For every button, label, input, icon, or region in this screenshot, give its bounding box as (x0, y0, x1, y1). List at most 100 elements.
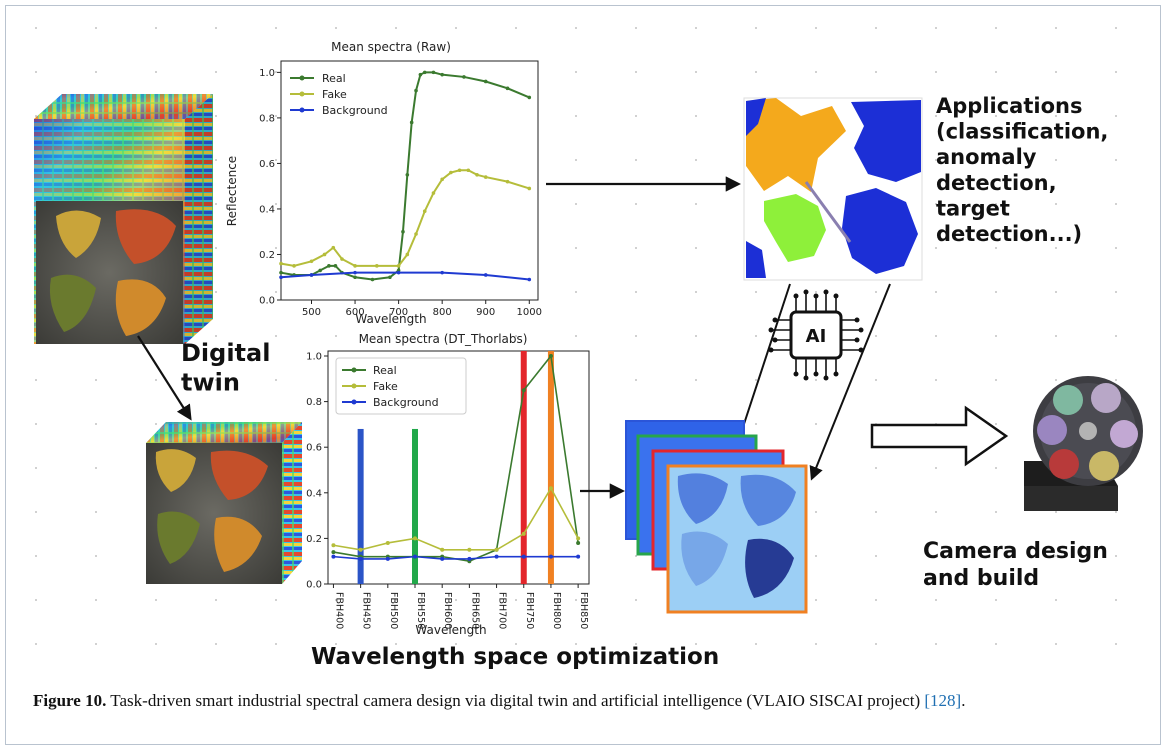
chart-dt-series-background (333, 555, 579, 560)
chart-dt-point (440, 547, 445, 552)
classification-map (743, 97, 923, 281)
chart-dt-point (576, 536, 581, 541)
chart-raw-xlabel: Wavelength (355, 312, 426, 326)
chart-raw-point (483, 79, 488, 84)
chart-dt-point (576, 554, 581, 559)
chart-raw-point (405, 252, 410, 257)
digital-twin-label: Digital twin (181, 339, 270, 396)
chart-dt-point (548, 554, 553, 559)
chart-dt-xtick-label: FBH700 (497, 592, 508, 629)
chart-dt-point (413, 536, 417, 541)
chart-dt-point (494, 554, 499, 559)
chart-raw-point (414, 88, 418, 93)
chart-raw-ytick-label: 0.0 (259, 296, 275, 307)
leaf-region-orange (746, 98, 846, 192)
chart-raw-point (279, 275, 283, 280)
diagram-canvas: Mean spectra (Raw) Wavelength Reflectenc… (16, 16, 1146, 676)
chart-raw-point (396, 270, 401, 275)
chart-raw-ytick-label: 0.2 (259, 250, 275, 261)
camera-design-label: Camera design and build (923, 539, 1108, 591)
chart-dt-point (576, 540, 581, 545)
chart-dt-xlabel: Wavelength (415, 623, 486, 637)
chart-dt-ytick-label: 0.2 (306, 534, 322, 545)
leaf-region-blue (851, 100, 921, 182)
chart-dt-point (467, 556, 472, 561)
chart-dt-point (331, 554, 336, 559)
chart-raw-point (449, 170, 453, 175)
chart-raw-point (396, 264, 401, 268)
hyperspectral-cube-small (146, 422, 302, 584)
leaf-icon (49, 274, 96, 332)
chart-raw: Mean spectra (Raw) Wavelength Reflectenc… (225, 40, 542, 326)
applications-label: Applications (classification, anomaly detec… (936, 94, 1108, 246)
chart-dt-series-fake (333, 486, 579, 551)
chart-dt-title: Mean spectra (DT_Thorlabs) (359, 332, 528, 346)
chart-raw-point (279, 270, 283, 275)
filter-wheel-camera-icon (1024, 376, 1143, 511)
chart-raw-point (309, 273, 314, 277)
chart-raw-point (340, 257, 344, 261)
chart-dt-point (521, 554, 526, 559)
figure-caption: Figure 10. Task-driven smart industrial … (33, 689, 1143, 712)
chart-raw-legend-label: Fake (322, 88, 347, 101)
chart-dt-xtick-label: FBH400 (333, 592, 344, 629)
chart-dt-xtick-label: FBH750 (524, 592, 535, 629)
chart-raw-xtick-label: 800 (433, 307, 452, 318)
chart-raw-point (327, 264, 331, 268)
chart-dt-xtick-label: FBH650 (469, 592, 480, 629)
chart-dt-xtick-label: FBH800 (551, 592, 562, 629)
chart-raw-point (375, 264, 379, 268)
chart-raw-point (331, 245, 336, 250)
chart-raw-point (292, 264, 296, 268)
chart-raw-point (505, 86, 510, 91)
chart-raw-point (466, 168, 471, 173)
chart-raw-point (483, 175, 488, 179)
chart-dt-point (548, 354, 553, 358)
chart-raw-point (388, 275, 392, 280)
chart-raw-xtick-label: 1000 (517, 307, 542, 318)
chart-dt-xtick-label: FBH500 (388, 592, 399, 629)
chart-raw-xtick-label: 900 (476, 307, 495, 318)
chart-dt: Mean spectra (DT_Thorlabs) Wavelength FB… (306, 332, 590, 637)
chart-dt-ytick-label: 0.6 (306, 443, 322, 454)
chart-dt-point (358, 556, 363, 561)
chart-raw-xtick-label: 500 (302, 307, 321, 318)
chart-dt-point (385, 540, 390, 545)
chart-dt-point (331, 543, 336, 548)
chart-raw-point (440, 270, 444, 275)
chart-dt-ytick-label: 1.0 (306, 352, 322, 363)
chart-raw-point (353, 270, 357, 275)
applications-label-text: Applications (classification, anomaly detec… (936, 94, 1108, 246)
hyperspectral-cube-large (34, 94, 213, 344)
chart-dt-xtick-label: FBH550 (415, 592, 426, 629)
caption-label: Figure 10. (33, 691, 107, 710)
chart-dt-point (521, 531, 526, 536)
chart-dt-point (413, 554, 417, 559)
chart-raw-point (505, 179, 510, 184)
chart-raw-xtick-label: 700 (389, 307, 408, 318)
leaf-icon (115, 209, 176, 264)
chart-raw-ytick-label: 0.4 (259, 204, 275, 215)
chart-raw-point (414, 232, 418, 236)
chart-raw-legend-label: Background (322, 104, 388, 117)
chart-raw-point (527, 277, 532, 282)
chart-raw-frame (280, 60, 539, 301)
chart-dt-band-fbh450 (357, 428, 364, 584)
chart-raw-point (431, 70, 436, 75)
chart-raw-point (527, 186, 532, 191)
chart-raw-point (333, 264, 338, 268)
wavelength-optimization-label: Wavelength space optimization (311, 644, 719, 670)
chart-raw-ylabel: Reflectence (225, 156, 239, 226)
chart-raw-point (422, 70, 427, 75)
chart-raw-ytick-label: 0.8 (259, 113, 275, 124)
chart-dt-legend-label: Fake (373, 380, 398, 393)
chart-raw-point (318, 268, 323, 273)
caption-reference-link[interactable]: [128] (924, 691, 962, 710)
chart-raw-title: Mean spectra (Raw) (331, 40, 451, 54)
chart-raw-point (462, 75, 466, 79)
chart-raw-point (418, 72, 423, 77)
chart-dt-ytick-label: 0.4 (306, 488, 322, 499)
chart-raw-point (527, 95, 532, 100)
chart-raw-ytick-label: 0.6 (259, 159, 275, 170)
chart-raw-point (353, 275, 357, 280)
